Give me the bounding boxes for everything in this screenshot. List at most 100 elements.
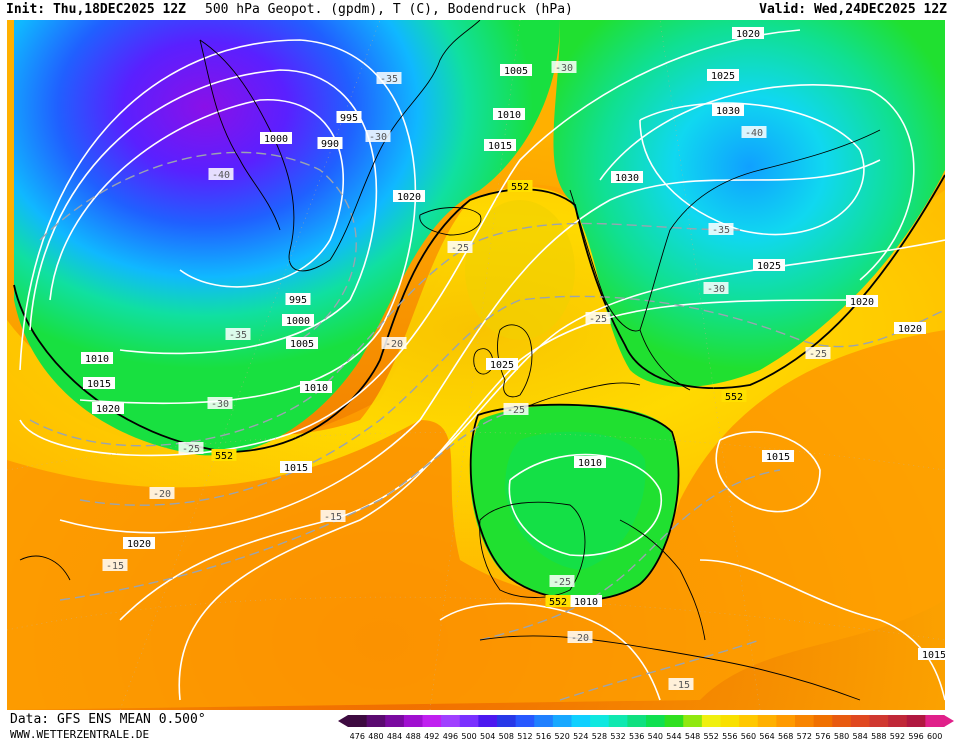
pressure-label: 1010 (570, 595, 602, 608)
pressure-value: 1020 (898, 324, 922, 335)
pressure-value: 1015 (87, 379, 111, 390)
legend-swatch (590, 715, 610, 727)
legend-tick-label: 568 (778, 732, 793, 741)
temperature-value: -25 (809, 349, 827, 360)
pressure-value: 990 (321, 139, 339, 150)
temperature-value: -40 (745, 128, 763, 139)
pressure-value: 1020 (736, 29, 760, 40)
legend-tick-label: 504 (480, 732, 495, 741)
legend-swatch (627, 715, 647, 727)
pressure-value: 1025 (757, 261, 781, 272)
pressure-value: 1010 (497, 110, 521, 121)
legend-tick-label: 572 (797, 732, 812, 741)
pressure-label: 1025 (753, 259, 785, 272)
legend-tick-label: 524 (573, 732, 588, 741)
geopotential-value: 552 (511, 182, 529, 193)
legend-swatch (869, 715, 889, 727)
pressure-labels: 1020 1005 1025 995 1010 1030 1000 990 1015 1030 10… (81, 27, 945, 661)
legend-tick-label: 544 (666, 732, 681, 741)
pressure-label: 1015 (918, 648, 945, 661)
legend-swatch (739, 715, 759, 727)
temperature-label: -25 (503, 403, 529, 416)
pressure-value: 1000 (264, 134, 288, 145)
temperature-label: -25 (178, 442, 204, 455)
legend-swatch (664, 715, 684, 727)
yellow-belt (7, 186, 945, 594)
legend-tick-label: 564 (759, 732, 774, 741)
temperature-value: -15 (324, 512, 342, 523)
temperature-label: -30 (551, 61, 577, 74)
pressure-label: 1020 (123, 537, 155, 550)
temperature-value: -20 (571, 633, 589, 644)
temperature-value: -30 (211, 399, 229, 410)
temperature-label: -25 (549, 575, 575, 588)
pressure-label: 1025 (707, 69, 739, 82)
legend-swatch (403, 715, 423, 727)
temperature-value: -25 (451, 243, 469, 254)
temperature-label: -20 (149, 487, 175, 500)
legend-swatch (832, 715, 852, 727)
temperature-label: -25 (447, 241, 473, 254)
temperature-value: -15 (672, 680, 690, 691)
legend-swatch (385, 715, 405, 727)
temperature-label: -35 (225, 328, 251, 341)
pressure-value: 1015 (284, 463, 308, 474)
pressure-label: 1030 (611, 171, 643, 184)
temperature-label: -15 (320, 510, 346, 523)
data-source: Data: GFS ENS MEAN 0.500° (10, 712, 206, 727)
pressure-value: 1020 (96, 404, 120, 415)
pressure-value: 1010 (578, 458, 602, 469)
temperature-value: -35 (712, 225, 730, 236)
pressure-label: 1020 (393, 190, 425, 203)
legend-tick-label: 492 (424, 732, 439, 741)
legend-swatch (906, 715, 926, 727)
weather-map: 1020 1005 1025 995 1010 1030 1000 990 1015 1030 10… (7, 20, 945, 710)
pressure-label: 1020 (846, 295, 878, 308)
legend-swatch (683, 715, 703, 727)
temperature-label: -35 (708, 223, 734, 236)
pressure-label: 1000 (282, 314, 314, 327)
init-time: Init: Thu,18DEC2025 12Z (6, 2, 187, 17)
pressure-value: 1005 (290, 339, 314, 350)
temperature-value: -30 (707, 284, 725, 295)
legend-tick-label: 548 (685, 732, 700, 741)
temperature-value: -35 (229, 330, 247, 341)
legend-swatch (534, 715, 554, 727)
pressure-value: 1010 (85, 354, 109, 365)
temperature-value: -20 (153, 489, 171, 500)
geopotential-label: 552 (545, 595, 571, 608)
pressure-label: 1005 (286, 337, 318, 350)
website-credit: WWW.WETTERZENTRALE.DE (10, 728, 150, 741)
geopotential-label: 552 (721, 390, 747, 403)
legend-tick-label: 560 (741, 732, 756, 741)
legend-tick-label: 484 (387, 732, 402, 741)
pressure-value: 995 (289, 295, 307, 306)
pressure-value: 1010 (304, 383, 328, 394)
pressure-value: 1020 (127, 539, 151, 550)
graticule (7, 20, 945, 710)
pressure-label: 1020 (92, 402, 124, 415)
legend-swatch (701, 715, 721, 727)
legend-tick-label: 600 (927, 732, 942, 741)
temperature-value: -25 (507, 405, 525, 416)
pressure-label: 1010 (81, 352, 113, 365)
temperature-label: -15 (668, 678, 694, 691)
temperature-label: -40 (741, 126, 767, 139)
pressure-label: 995 (336, 111, 362, 124)
legend-tick-label: 552 (704, 732, 719, 741)
temperature-value: -25 (182, 444, 200, 455)
isotherms (29, 151, 945, 701)
legend-tick-label: 480 (368, 732, 383, 741)
temperature-label: -40 (208, 168, 234, 181)
chart-header: Init: Thu,18DEC2025 12Z 500 hPa Geopot. … (0, 0, 959, 20)
geopotential-value: 552 (549, 597, 567, 608)
geopotential-label: 552 (211, 449, 237, 462)
pressure-value: 1025 (490, 360, 514, 371)
pressure-value: 1030 (716, 106, 740, 117)
pressure-label: 1030 (712, 104, 744, 117)
pressure-label: 1020 (894, 322, 926, 335)
temperature-value: -35 (380, 74, 398, 85)
legend-tick-label: 528 (592, 732, 607, 741)
legend-tick-label: 500 (461, 732, 476, 741)
pressure-label: 1020 (732, 27, 764, 40)
